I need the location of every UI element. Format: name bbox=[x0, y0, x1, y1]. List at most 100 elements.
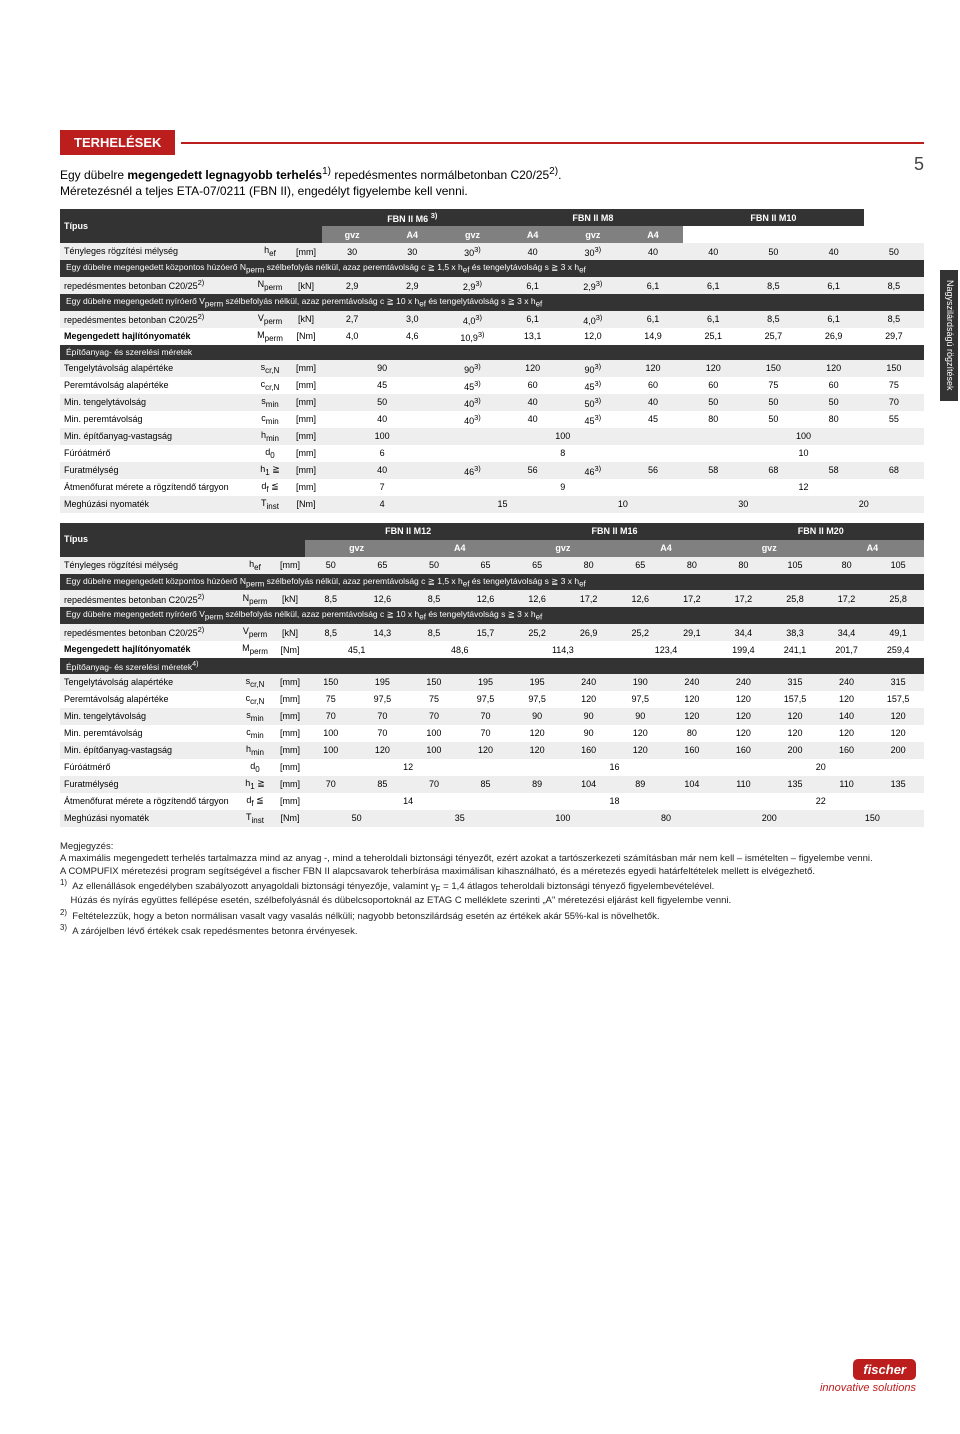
data-cell: 65 bbox=[357, 557, 409, 574]
data-cell: 463) bbox=[563, 462, 623, 479]
data-cell: 2,93) bbox=[563, 277, 623, 294]
data-cell: 40 bbox=[503, 394, 563, 411]
row-symbol: d0 bbox=[235, 759, 275, 776]
row-unit: [mm] bbox=[275, 725, 305, 742]
data-cell: 100 bbox=[442, 428, 683, 445]
col-group: FBN II M16 bbox=[511, 523, 717, 540]
section-rule bbox=[181, 142, 924, 144]
row-label: Furatmélység bbox=[60, 776, 235, 793]
col-group: FBN II M20 bbox=[718, 523, 924, 540]
data-cell: 40 bbox=[503, 411, 563, 428]
data-cell: 12,6 bbox=[357, 590, 409, 607]
data-cell: 40 bbox=[322, 411, 442, 428]
data-cell: 8,5 bbox=[743, 311, 803, 328]
data-cell: 315 bbox=[769, 674, 821, 691]
row-symbol: hmin bbox=[235, 742, 275, 759]
footnotes: Megjegyzés: A maximális megengedett terh… bbox=[60, 841, 924, 939]
row-symbol: smin bbox=[235, 708, 275, 725]
row-label: Min. tengelytávolság bbox=[60, 394, 250, 411]
row-unit: [kN] bbox=[290, 277, 322, 294]
row-symbol: hef bbox=[250, 243, 290, 260]
side-tab: Nagyszilárdságú rögzítések bbox=[940, 270, 958, 401]
data-cell: 105 bbox=[769, 557, 821, 574]
data-cell: 80 bbox=[666, 557, 718, 574]
data-cell: 100 bbox=[408, 725, 460, 742]
row-unit: [mm] bbox=[290, 377, 322, 394]
data-cell: 6,1 bbox=[683, 277, 743, 294]
data-cell: 6,1 bbox=[503, 311, 563, 328]
data-cell: 100 bbox=[408, 742, 460, 759]
data-cell: 12 bbox=[305, 759, 511, 776]
data-cell: 16 bbox=[511, 759, 717, 776]
data-cell: 8,5 bbox=[864, 277, 924, 294]
col-sub: A4 bbox=[821, 540, 924, 557]
col-sub: gvz bbox=[442, 226, 502, 243]
data-cell: 80 bbox=[718, 557, 770, 574]
data-cell: 100 bbox=[305, 725, 357, 742]
data-cell: 120 bbox=[718, 725, 770, 742]
data-cell: 903) bbox=[563, 360, 623, 377]
row-symbol: Tinst bbox=[250, 496, 290, 513]
row-unit: [Nm] bbox=[275, 641, 305, 658]
data-cell: 70 bbox=[305, 708, 357, 725]
data-cell: 90 bbox=[511, 708, 563, 725]
data-cell: 80 bbox=[563, 557, 615, 574]
data-cell: 50 bbox=[804, 394, 864, 411]
data-cell: 12,0 bbox=[563, 328, 623, 345]
row-divider: Egy dübelre megengedett központos húzóer… bbox=[60, 574, 924, 591]
data-cell: 15,7 bbox=[460, 624, 512, 641]
data-cell: 12,6 bbox=[614, 590, 666, 607]
data-cell: 453) bbox=[563, 411, 623, 428]
data-cell: 10 bbox=[683, 445, 924, 462]
data-cell: 20 bbox=[718, 759, 924, 776]
data-cell: 90 bbox=[322, 360, 442, 377]
data-cell: 30 bbox=[382, 243, 442, 260]
data-cell: 150 bbox=[743, 360, 803, 377]
footnote-line: Húzás és nyírás együttes fellépése eseté… bbox=[60, 895, 924, 907]
data-cell: 4 bbox=[322, 496, 442, 513]
data-cell: 4,0 bbox=[322, 328, 382, 345]
row-label: Min. peremtávolság bbox=[60, 725, 235, 742]
data-cell: 120 bbox=[769, 725, 821, 742]
data-cell: 120 bbox=[872, 708, 924, 725]
col-sub: gvz bbox=[563, 226, 623, 243]
data-cell: 17,2 bbox=[666, 590, 718, 607]
data-cell: 80 bbox=[666, 725, 718, 742]
data-cell: 56 bbox=[623, 462, 683, 479]
data-cell: 90 bbox=[563, 725, 615, 742]
row-symbol: hmin bbox=[250, 428, 290, 445]
data-cell: 160 bbox=[718, 742, 770, 759]
row-label: Fúróátmérő bbox=[60, 759, 235, 776]
row-label: repedésmentes betonban C20/252) bbox=[60, 624, 235, 641]
data-cell: 80 bbox=[614, 810, 717, 827]
brand-tagline: innovative solutions bbox=[820, 1382, 916, 1394]
data-cell: 110 bbox=[718, 776, 770, 793]
data-cell: 160 bbox=[563, 742, 615, 759]
data-cell: 60 bbox=[683, 377, 743, 394]
section-header: TERHELÉSEK bbox=[60, 130, 924, 155]
data-cell: 120 bbox=[563, 691, 615, 708]
data-cell: 6,1 bbox=[503, 277, 563, 294]
row-unit: [mm] bbox=[290, 243, 322, 260]
data-cell: 49,1 bbox=[872, 624, 924, 641]
data-cell: 60 bbox=[503, 377, 563, 394]
data-cell: 75 bbox=[864, 377, 924, 394]
data-cell: 70 bbox=[864, 394, 924, 411]
row-unit: [mm] bbox=[290, 360, 322, 377]
data-cell: 75 bbox=[408, 691, 460, 708]
data-cell: 97,5 bbox=[460, 691, 512, 708]
col-sub: A4 bbox=[623, 226, 683, 243]
col-type: Típus bbox=[60, 209, 250, 243]
row-unit: [mm] bbox=[290, 479, 322, 496]
data-cell: 80 bbox=[821, 557, 873, 574]
row-symbol: smin bbox=[250, 394, 290, 411]
data-cell: 80 bbox=[804, 411, 864, 428]
data-cell: 105 bbox=[872, 557, 924, 574]
footnotes-title: Megjegyzés: bbox=[60, 841, 924, 853]
data-cell: 20 bbox=[804, 496, 925, 513]
data-cell: 6 bbox=[322, 445, 442, 462]
data-cell: 150 bbox=[864, 360, 924, 377]
row-symbol: Tinst bbox=[235, 810, 275, 827]
data-cell: 195 bbox=[511, 674, 563, 691]
col-sub: gvz bbox=[305, 540, 408, 557]
